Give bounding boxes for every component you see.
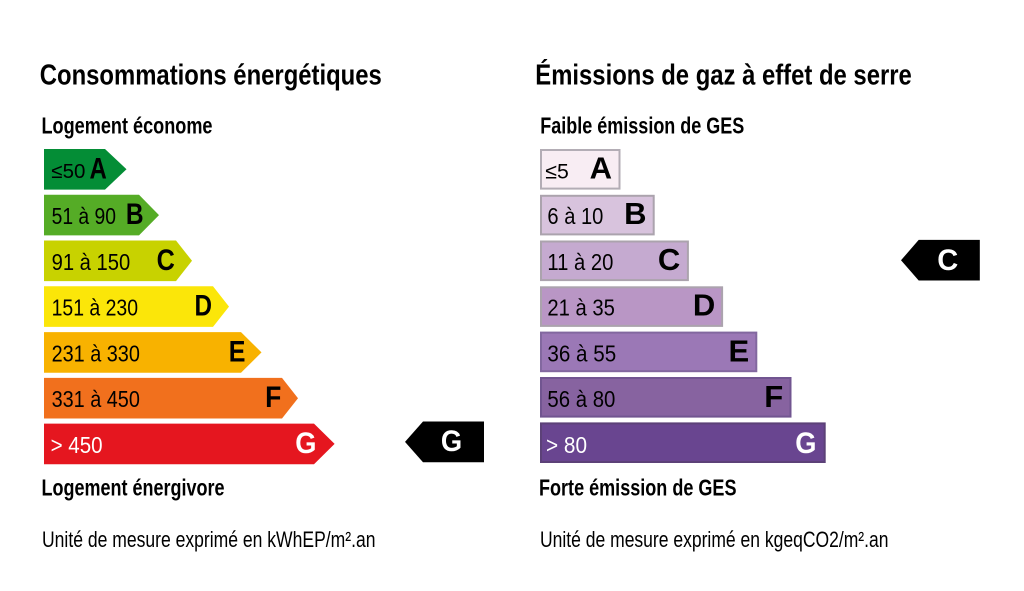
svg-text:C: C: [658, 242, 680, 277]
svg-text:> 450: > 450: [51, 432, 103, 458]
svg-text:91 à 150: 91 à 150: [52, 249, 131, 275]
svg-text:Unité de mesure exprimé en kge: Unité de mesure exprimé en kgeqCO2/m².an: [540, 527, 889, 552]
svg-text:E: E: [229, 335, 246, 368]
svg-text:51 à 90: 51 à 90: [52, 203, 116, 229]
svg-text:B: B: [624, 196, 646, 231]
svg-text:56 à 80: 56 à 80: [547, 386, 615, 412]
svg-text:≤5: ≤5: [545, 160, 569, 184]
svg-text:Logement économe: Logement économe: [42, 113, 213, 139]
svg-text:331 à 450: 331 à 450: [52, 386, 140, 412]
svg-text:≤50: ≤50: [51, 160, 85, 183]
svg-text:Consommations énergétiques: Consommations énergétiques: [40, 59, 382, 91]
svg-text:A: A: [590, 150, 612, 185]
svg-text:36 à 55: 36 à 55: [547, 340, 616, 366]
svg-text:Logement énergivore: Logement énergivore: [42, 475, 225, 501]
svg-text:11 à 20: 11 à 20: [547, 249, 613, 275]
svg-text:C: C: [937, 244, 958, 277]
svg-text:E: E: [729, 333, 750, 368]
svg-text:Unité de mesure exprimé en kWh: Unité de mesure exprimé en kWhEP/m².an: [42, 527, 376, 552]
svg-text:6 à 10: 6 à 10: [547, 203, 603, 229]
svg-text:151 à 230: 151 à 230: [52, 295, 138, 321]
svg-text:231 à 330: 231 à 330: [52, 340, 140, 366]
svg-text:F: F: [265, 381, 281, 414]
svg-text:G: G: [295, 427, 316, 460]
svg-text:C: C: [157, 244, 175, 277]
svg-text:G: G: [795, 427, 816, 460]
svg-text:D: D: [693, 288, 715, 323]
svg-text:D: D: [195, 290, 213, 323]
svg-text:G: G: [441, 425, 462, 458]
svg-text:Forte émission de GES: Forte émission de GES: [539, 475, 737, 501]
svg-text:Faible émission de GES: Faible émission de GES: [540, 113, 744, 139]
svg-text:A: A: [90, 152, 107, 185]
svg-text:> 80: > 80: [546, 432, 587, 458]
svg-text:F: F: [764, 379, 783, 414]
svg-text:21 à 35: 21 à 35: [547, 295, 615, 321]
svg-text:B: B: [126, 198, 144, 231]
svg-text:Émissions de gaz à effet de se: Émissions de gaz à effet de serre: [535, 57, 912, 91]
